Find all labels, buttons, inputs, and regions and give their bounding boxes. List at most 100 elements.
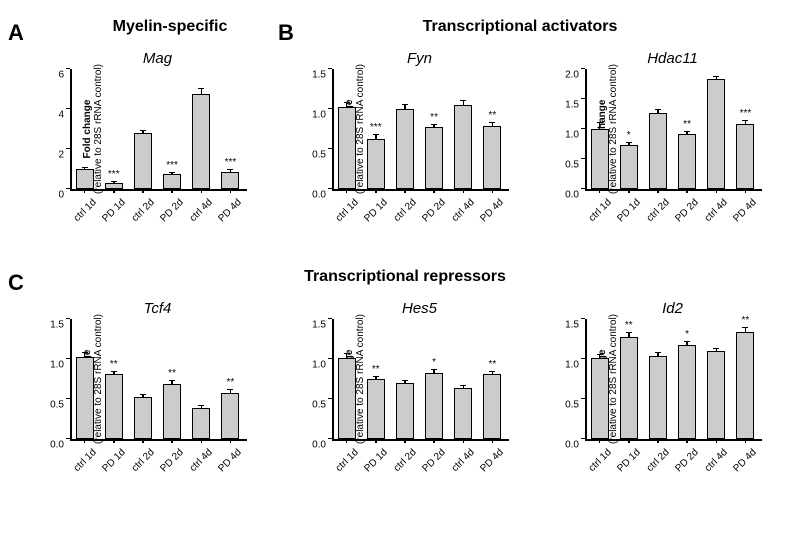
panel-letter: C — [8, 270, 24, 296]
bar — [454, 388, 472, 439]
bar — [678, 134, 696, 189]
y-tick-label: 1.0 — [50, 360, 64, 371]
bar — [76, 169, 94, 189]
x-tick-mark — [375, 189, 377, 193]
bar — [736, 332, 754, 439]
y-tick-mark — [328, 108, 332, 110]
error-cap — [402, 104, 408, 105]
y-tick-label: 1.0 — [565, 130, 579, 141]
error-cap — [344, 102, 350, 103]
x-tick-mark — [716, 189, 718, 193]
bar — [425, 373, 443, 439]
x-tick-mark — [686, 189, 688, 193]
y-tick-mark — [581, 98, 585, 100]
error-cap — [713, 76, 719, 77]
bar — [134, 397, 152, 439]
bar — [338, 358, 356, 439]
bar — [678, 345, 696, 439]
error-bar — [84, 353, 86, 357]
error-cap — [431, 369, 437, 370]
error-bar — [230, 390, 232, 392]
bar — [649, 356, 667, 439]
x-tick-mark — [686, 439, 688, 443]
bar — [620, 337, 638, 439]
error-cap — [597, 122, 603, 123]
plot-area: Fold change(relative to 28S rRNA control… — [70, 319, 245, 439]
significance-marker: *** — [370, 122, 382, 133]
error-bar — [201, 406, 203, 408]
y-tick-mark — [66, 148, 70, 150]
bar — [367, 139, 385, 189]
bar — [221, 172, 239, 189]
x-tick-mark — [346, 189, 348, 193]
x-tick-mark — [657, 189, 659, 193]
section-title: Transcriptional repressors — [265, 268, 545, 286]
bar — [396, 383, 414, 439]
error-cap — [140, 130, 146, 131]
x-tick-mark — [716, 439, 718, 443]
y-tick-label: 0 — [58, 190, 64, 201]
error-bar — [142, 131, 144, 133]
x-tick-mark — [113, 439, 115, 443]
plot-area: Fold change(relative to 28S rRNA control… — [585, 319, 760, 439]
error-bar — [171, 173, 173, 174]
significance-marker: ** — [430, 112, 438, 123]
error-bar — [230, 170, 232, 172]
error-cap — [82, 352, 88, 353]
plot-area: Fold change(relative to 28S rRNA control… — [332, 69, 507, 189]
significance-marker: * — [685, 329, 689, 340]
significance-marker: * — [627, 130, 631, 141]
x-tick-mark — [463, 439, 465, 443]
bar — [620, 145, 638, 189]
y-tick-label: 0.0 — [312, 190, 326, 201]
x-tick-mark — [201, 189, 203, 193]
error-bar — [171, 381, 173, 383]
y-tick-mark — [581, 128, 585, 130]
y-tick-label: 0.0 — [565, 440, 579, 451]
y-tick-label: 1.5 — [312, 70, 326, 81]
x-tick-mark — [230, 189, 232, 193]
error-cap — [713, 348, 719, 349]
y-tick-mark — [66, 438, 70, 440]
chart-fyn: FynFold change(relative to 28S rRNA cont… — [332, 50, 507, 189]
y-tick-mark — [581, 68, 585, 70]
error-bar — [346, 103, 348, 107]
y-tick-label: 0.0 — [565, 190, 579, 201]
x-tick-mark — [433, 439, 435, 443]
significance-marker: * — [432, 357, 436, 368]
bar — [707, 351, 725, 439]
x-tick-mark — [113, 189, 115, 193]
error-bar — [492, 372, 494, 374]
significance-marker: ** — [372, 364, 380, 375]
y-tick-label: 6 — [58, 70, 64, 81]
y-tick-mark — [66, 318, 70, 320]
x-tick-mark — [171, 189, 173, 193]
y-tick-label: 1.5 — [312, 320, 326, 331]
y-tick-mark — [581, 158, 585, 160]
error-cap — [198, 88, 204, 89]
y-tick-mark — [581, 188, 585, 190]
error-cap — [626, 142, 632, 143]
panel-letter: A — [8, 20, 24, 46]
y-tick-label: 0.5 — [50, 400, 64, 411]
plot-area: Fold change(relative to 28S rRNA control… — [70, 69, 245, 189]
x-tick-mark — [745, 439, 747, 443]
panel-letter: B — [278, 20, 294, 46]
error-bar — [375, 377, 377, 379]
bar — [163, 384, 181, 439]
error-cap — [140, 394, 146, 395]
y-tick-label: 0.5 — [312, 150, 326, 161]
error-cap — [227, 389, 233, 390]
error-bar — [657, 110, 659, 113]
error-bar — [142, 395, 144, 397]
y-tick-mark — [66, 68, 70, 70]
error-bar — [433, 370, 435, 372]
significance-marker: *** — [225, 157, 237, 168]
x-tick-mark — [346, 439, 348, 443]
significance-marker: ** — [489, 110, 497, 121]
chart-hes5: Hes5Fold change(relative to 28S rRNA con… — [332, 300, 507, 439]
error-bar — [628, 333, 630, 337]
x-tick-mark — [628, 439, 630, 443]
error-bar — [433, 125, 435, 127]
chart-mag: MagFold change(relative to 28S rRNA cont… — [70, 50, 245, 189]
